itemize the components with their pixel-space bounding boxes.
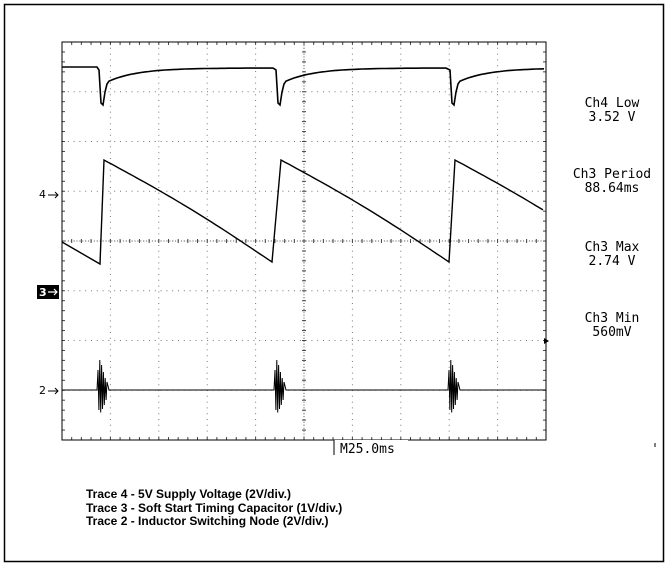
graticule-border (61, 41, 547, 441)
measurement-label: Ch3 Period (573, 167, 651, 182)
measurement-value: 560mV (592, 325, 631, 340)
measurement-label: Ch3 Max (585, 240, 640, 255)
timebase: M25.0ms (340, 442, 395, 457)
trace-2 (62, 359, 546, 413)
channel-marker: 2 (39, 384, 46, 397)
measurement-label: Ch4 Low (585, 96, 640, 111)
marker-arrow (48, 387, 59, 395)
traces (61, 66, 546, 413)
measurement-label: Ch3 Min (585, 311, 640, 326)
measurement-value: 3.52 V (589, 110, 636, 125)
outer-frame (3, 3, 665, 563)
trigger-arrow (544, 338, 549, 344)
marker-arrow (48, 191, 59, 199)
caption: Trace 3 - Soft Start Timing Capacitor (1… (86, 501, 342, 515)
caption: Trace 4 - 5V Supply Voltage (2V/div.) (86, 487, 291, 501)
timebase-box (334, 440, 408, 455)
channel-marker: 4 (39, 188, 46, 201)
trace-3 (61, 158, 544, 266)
measurement-value: 2.74 V (589, 254, 636, 269)
channel-marker: 3 (39, 286, 47, 299)
caption: Trace 2 - Inductor Switching Node (2V/di… (86, 514, 328, 528)
measurement-value: 88.64ms (585, 181, 640, 196)
marker-arrow (48, 288, 58, 296)
trace-4 (62, 66, 545, 107)
